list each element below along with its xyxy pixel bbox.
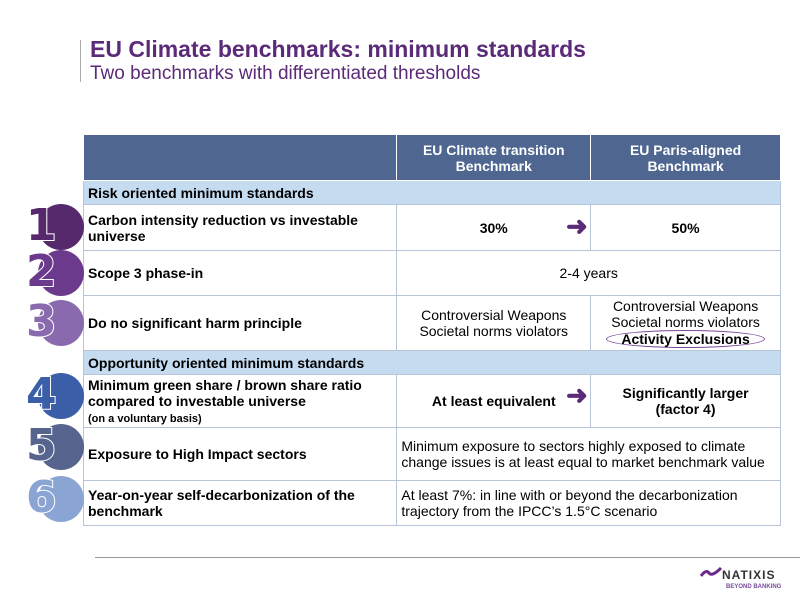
title-accent-bar: [80, 40, 81, 82]
row-label: Scope 3 phase-in: [82, 250, 398, 296]
benchmark-table: EU Climate transition Benchmark EU Paris…: [82, 134, 781, 526]
table-row: Minimum green share / brown share ratio …: [82, 374, 781, 428]
row-label-text: Minimum green share / brown share ratio …: [88, 377, 362, 409]
circle-icon: [38, 476, 84, 522]
step-digit: 3: [25, 295, 58, 348]
both-value: Minimum exposure to sectors highly expos…: [396, 427, 781, 481]
arrow-right-icon: ➜: [566, 211, 588, 241]
step-number-1: 1: [25, 199, 84, 252]
circle-icon: [38, 204, 84, 250]
step-number-2: 2: [25, 245, 84, 298]
ctb-value: 30%: [396, 204, 592, 251]
table-row: Scope 3 phase-in 2-4 years: [82, 250, 781, 296]
step-digit: 2: [25, 245, 58, 298]
row-label: Minimum green share / brown share ratio …: [82, 374, 398, 428]
header-ctb: EU Climate transition Benchmark: [396, 134, 592, 181]
header-row: EU Climate transition Benchmark EU Paris…: [82, 134, 781, 181]
exclusion-item: Controversial Weapons: [612, 298, 759, 314]
step-number-4: 4: [25, 368, 84, 421]
pab-value: 50%: [590, 204, 781, 251]
step-digit: 4: [25, 368, 58, 421]
step-number-6: 6: [25, 471, 84, 524]
activity-exclusions-highlight: Activity Exclusions: [606, 330, 765, 348]
exclusion-item: Societal norms violators: [611, 314, 760, 330]
header-pab: EU Paris-aligned Benchmark: [590, 134, 781, 181]
both-value: At least 7%: in line with or beyond the …: [396, 480, 781, 526]
exclusion-item: Controversial Weapons: [421, 307, 567, 323]
row-label: Year-on-year self-decarbonization of the…: [82, 480, 398, 526]
circle-icon: [38, 300, 84, 346]
step-digit: 1: [25, 199, 58, 252]
row-label: Carbon intensity reduction vs investable…: [82, 204, 398, 251]
ctb-value: At least equivalent: [396, 374, 592, 428]
exclusion-item: Societal norms violators: [419, 323, 569, 339]
arrow-right-icon: ➜: [566, 380, 588, 410]
step-number-3: 3: [25, 295, 84, 348]
section-opportunity: Opportunity oriented minimum standards: [83, 350, 781, 375]
logo-tagline: BEYOND BANKING: [726, 584, 782, 590]
circle-icon: [38, 373, 84, 419]
slide-subtitle: Two benchmarks with differentiated thres…: [90, 63, 481, 84]
table-row: Year-on-year self-decarbonization of the…: [82, 480, 781, 526]
table-row: Do no significant harm principle Controv…: [82, 295, 781, 351]
table-row: Exposure to High Impact sectors Minimum …: [82, 427, 781, 481]
both-value: 2-4 years: [396, 250, 781, 296]
slide-title: EU Climate benchmarks: minimum standards: [90, 36, 586, 62]
natixis-logo: NATIXIS BEYOND BANKING: [700, 566, 781, 590]
step-number-5: 5: [25, 419, 84, 472]
pab-value: Significantly larger (factor 4): [590, 374, 781, 428]
logo-name: NATIXIS: [722, 568, 776, 582]
row-note: (on a voluntary basis): [88, 413, 202, 425]
ctb-value: Controversial Weapons Societal norms viol…: [396, 295, 592, 351]
step-digit: 6: [25, 471, 58, 524]
header-blank: [82, 134, 398, 181]
step-digit: 5: [25, 419, 58, 472]
section-risk: Risk oriented minimum standards: [83, 180, 781, 205]
table-row: Carbon intensity reduction vs investable…: [82, 204, 781, 251]
footer-divider: [95, 557, 800, 558]
circle-icon: [38, 424, 84, 470]
row-label: Exposure to High Impact sectors: [82, 427, 398, 481]
row-label: Do no significant harm principle: [82, 295, 398, 351]
circle-icon: [38, 250, 84, 296]
pab-value: Controversial Weapons Societal norms viol…: [590, 295, 781, 351]
